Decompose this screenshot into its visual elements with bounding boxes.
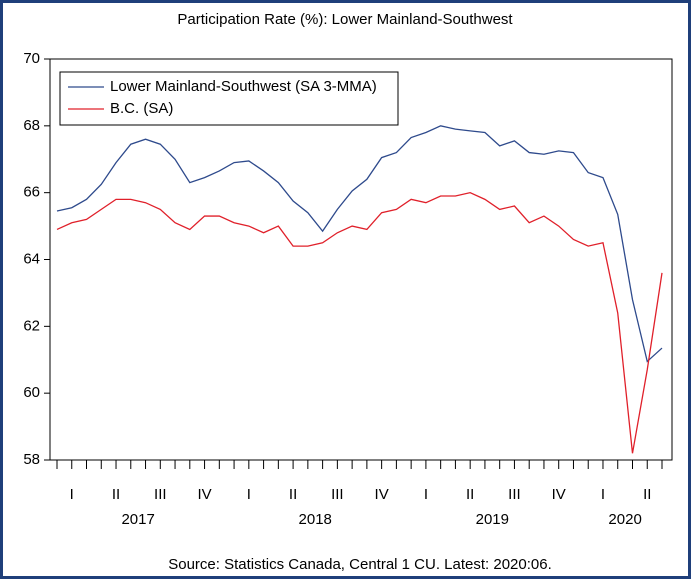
chart-title: Participation Rate (%): Lower Mainland-S… — [177, 11, 513, 28]
x-tick-label: II — [466, 486, 474, 503]
year-label: 2018 — [299, 511, 332, 528]
x-tick-label: III — [508, 486, 521, 503]
y-tick-label: 64 — [23, 250, 40, 267]
y-tick-label: 66 — [23, 184, 40, 201]
series-line — [56, 191, 663, 454]
legend-label: B.C. (SA) — [110, 100, 173, 117]
x-tick-label: III — [331, 486, 344, 503]
year-label: 2019 — [476, 511, 509, 528]
x-tick-label: IV — [552, 486, 566, 503]
x-tick-label: II — [289, 486, 297, 503]
y-tick-label: 70 — [23, 50, 40, 67]
legend-box — [59, 71, 399, 126]
year-label: 2020 — [608, 511, 641, 528]
y-tick-label: 62 — [23, 317, 40, 334]
x-tick-label: IV — [197, 486, 211, 503]
x-tick-label: I — [424, 486, 428, 503]
x-tick-label: III — [154, 486, 167, 503]
legend-label: Lower Mainland-Southwest (SA 3-MMA) — [110, 78, 377, 95]
x-tick-label: I — [70, 486, 74, 503]
year-label: 2017 — [121, 511, 154, 528]
x-tick-label: II — [643, 486, 651, 503]
x-tick-label: I — [601, 486, 605, 503]
series-line — [56, 125, 663, 363]
y-tick-label: 68 — [23, 117, 40, 134]
y-tick-label: 58 — [23, 451, 40, 468]
x-tick-label: I — [247, 486, 251, 503]
x-tick-label: IV — [375, 486, 389, 503]
y-tick-label: 60 — [23, 384, 40, 401]
x-tick-label: II — [112, 486, 120, 503]
source-note: Source: Statistics Canada, Central 1 CU.… — [168, 556, 552, 573]
